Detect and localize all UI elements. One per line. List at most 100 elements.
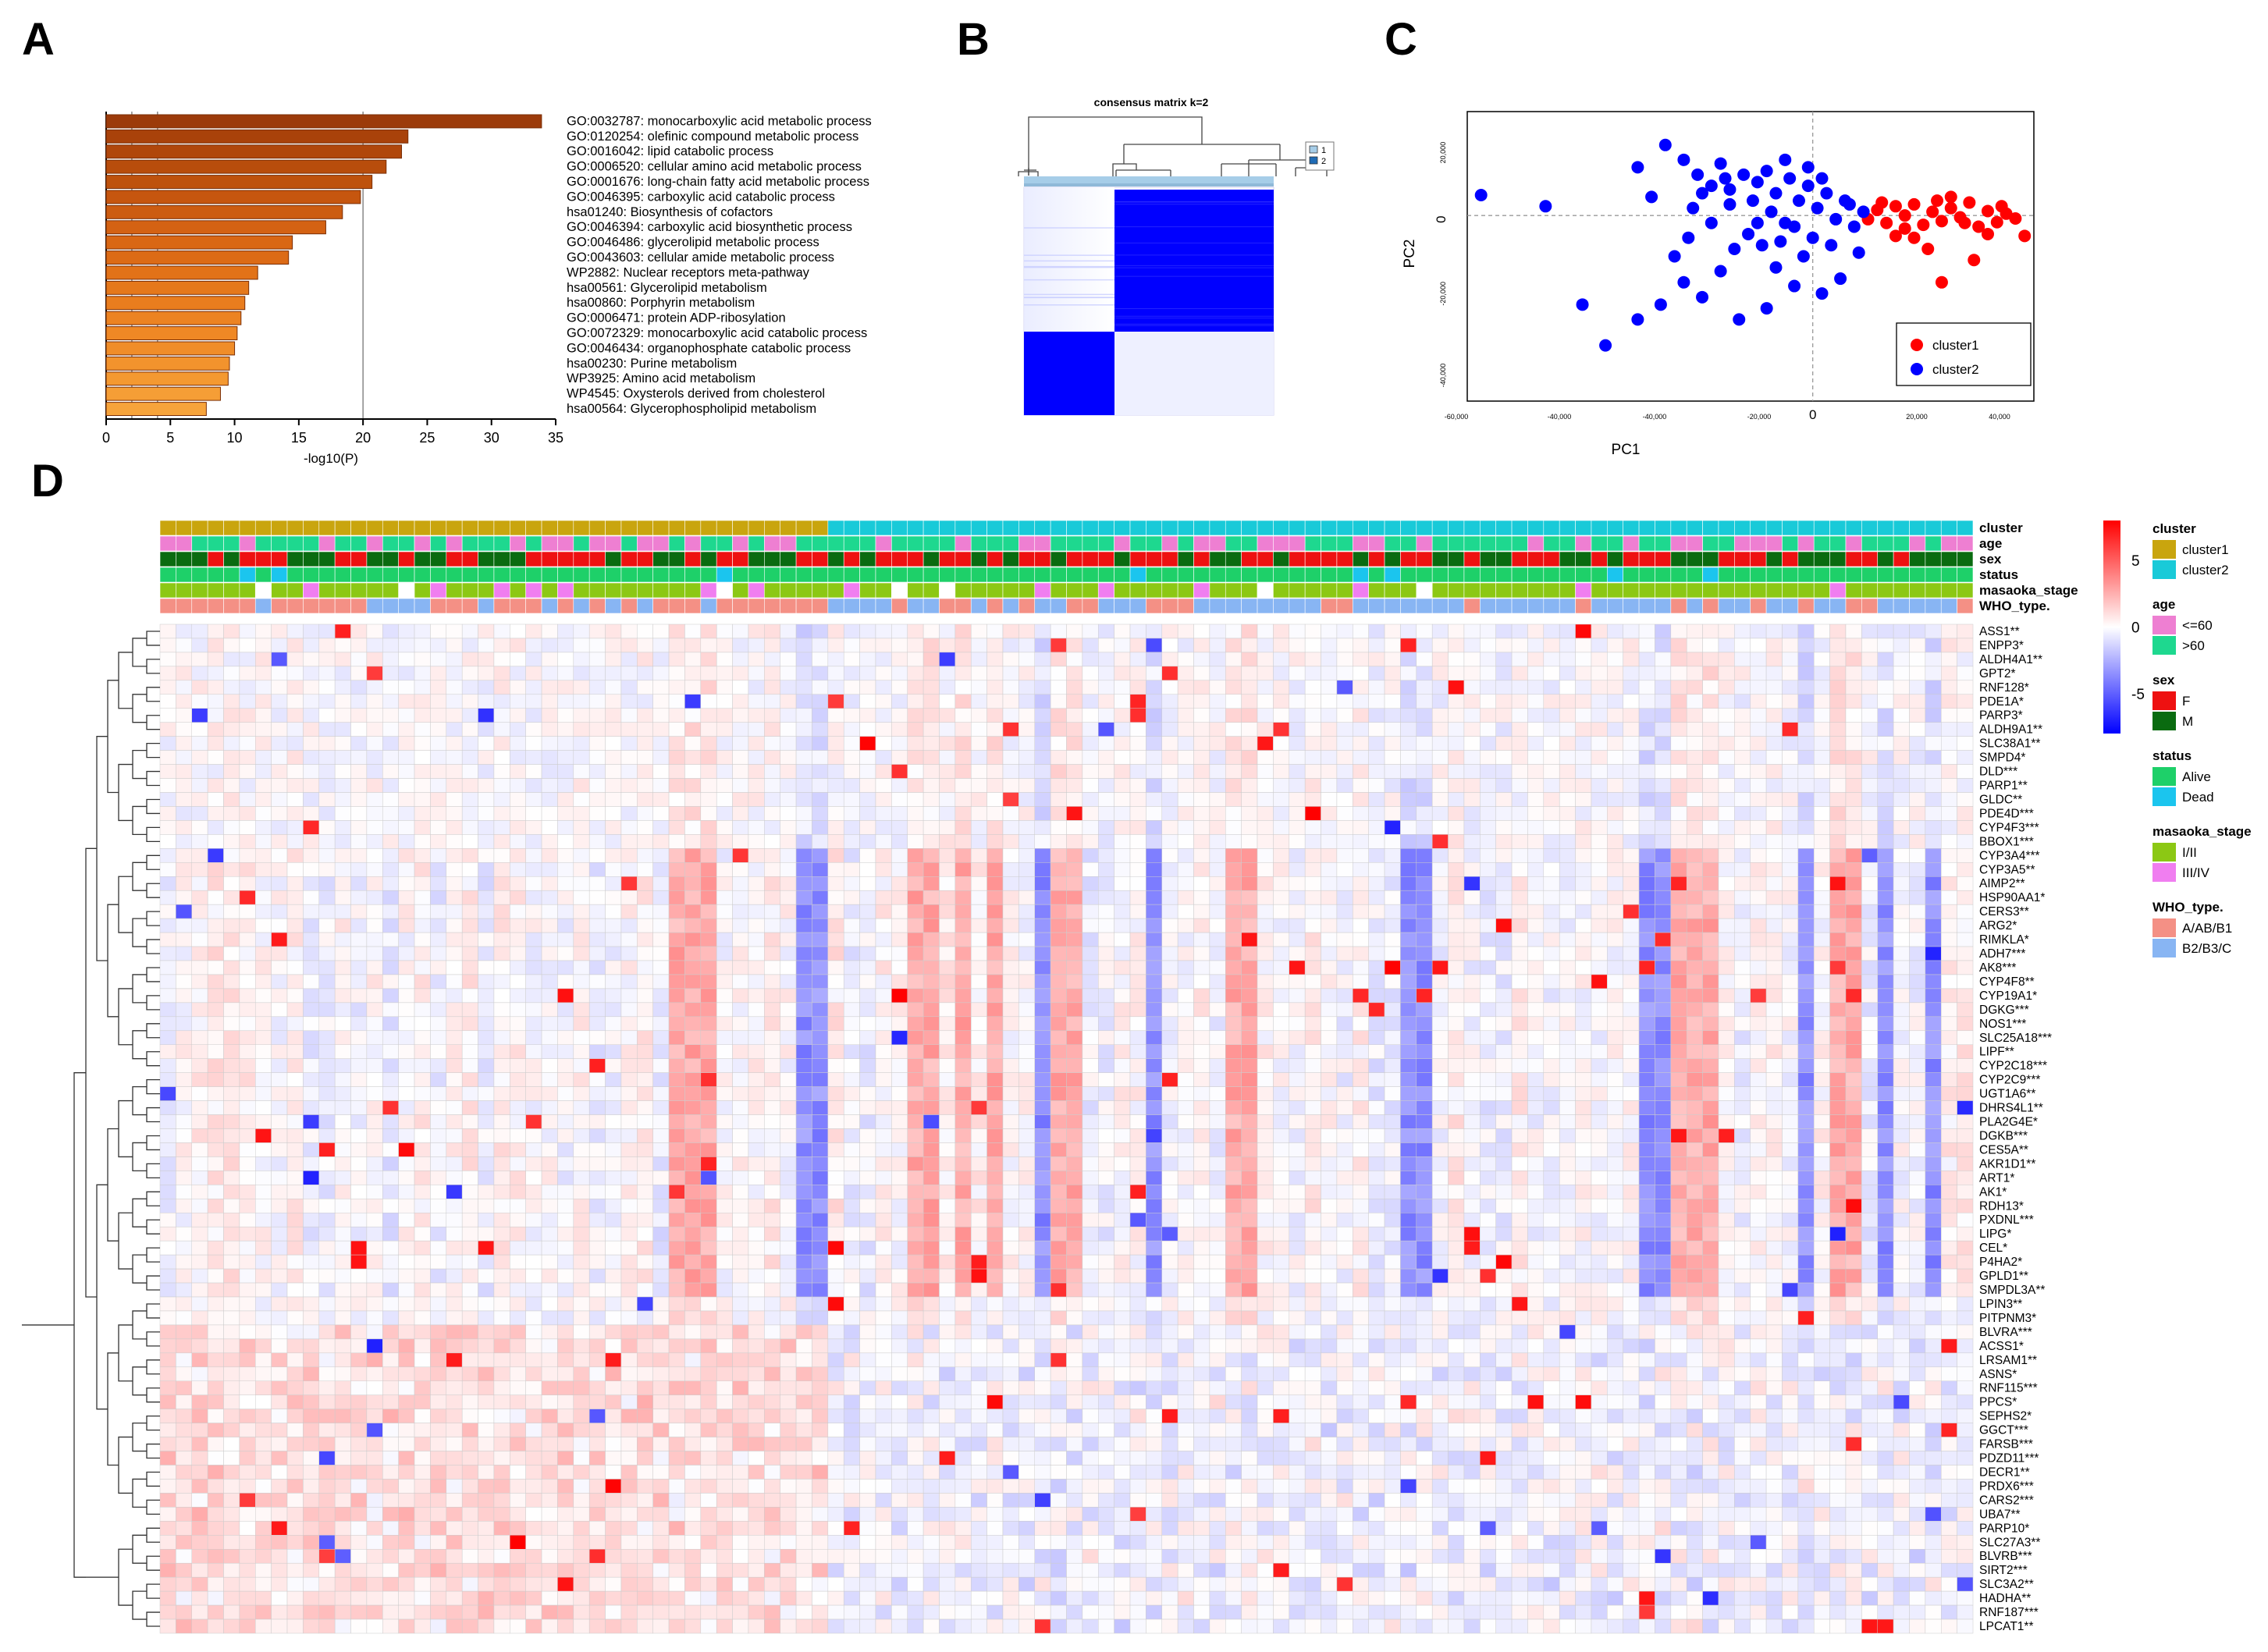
pca-point-cluster1-28: [1958, 216, 1971, 229]
heatmap-cell: [732, 792, 749, 807]
heatmap-cell: [1940, 974, 1957, 989]
heatmap-cell: [1702, 722, 1719, 737]
heatmap-cell: [1925, 946, 1942, 961]
heatmap-cell: [1480, 1002, 1496, 1018]
heatmap-cell: [1861, 623, 1878, 639]
heatmap-cell: [1893, 960, 1910, 975]
heatmap-cell: [286, 862, 304, 877]
heatmap-cell: [970, 778, 987, 793]
heatmap-cell: [986, 988, 1004, 1004]
heatmap-cell: [1002, 1086, 1019, 1101]
heatmap-cell: [1273, 806, 1290, 821]
heatmap-cell: [1353, 736, 1369, 751]
heatmap-cell: [541, 1100, 558, 1115]
heatmap-cell: [1511, 974, 1528, 989]
heatmap-cell: [1957, 623, 1974, 639]
heatmap-cell: [1273, 960, 1290, 975]
heatmap-cell: [907, 778, 924, 793]
heatmap-cell: [1750, 750, 1767, 765]
heatmap-cell: [1336, 638, 1353, 653]
heatmap-cell: [1480, 806, 1496, 821]
heatmap-cell: [780, 848, 797, 863]
heatmap-cell: [1066, 1044, 1083, 1059]
heatmap-cell: [668, 1044, 685, 1059]
heatmap-cell: [907, 918, 924, 933]
heatmap-cell: [1909, 876, 1926, 891]
heatmap-cell: [334, 1100, 351, 1115]
heatmap-cell: [1940, 1072, 1957, 1087]
heatmap-cell: [1098, 652, 1114, 667]
annotation-cell: [907, 598, 924, 614]
heatmap-cell: [1559, 1058, 1576, 1073]
heatmap-cell: [1495, 750, 1513, 765]
heatmap-cells: [159, 623, 1974, 1634]
heatmap-cell: [1686, 904, 1703, 919]
heatmap-cell: [1431, 932, 1449, 947]
heatmap-cell: [1527, 1016, 1545, 1032]
heatmap-cell: [1336, 764, 1353, 779]
heatmap-cell: [1623, 722, 1640, 737]
annotation-cell: [271, 582, 288, 599]
heatmap-cell: [446, 764, 463, 779]
heatmap-cell: [652, 736, 670, 751]
heatmap-cell: [461, 736, 478, 751]
heatmap-cell: [1114, 1100, 1131, 1115]
heatmap-row: [159, 904, 1974, 919]
heatmap-cell: [875, 652, 892, 667]
heatmap-cell: [1018, 1100, 1035, 1115]
heatmap-cell: [1670, 722, 1687, 737]
pca-y-tick-label-2: -20,000: [1439, 282, 1447, 306]
annotation-cell: [986, 598, 1004, 614]
heatmap-cell: [1050, 736, 1067, 751]
pca-point-cluster1-25: [1981, 227, 1994, 240]
heatmap-cell: [207, 764, 224, 779]
heatmap-cell: [652, 1114, 670, 1129]
heatmap-cell: [334, 1072, 351, 1087]
heatmap-cell: [859, 862, 876, 877]
heatmap-cell: [1543, 890, 1560, 905]
heatmap-cell: [271, 680, 288, 695]
heatmap-cell: [1431, 1016, 1449, 1032]
heatmap-cell: [1146, 988, 1163, 1004]
annotation-cell: [1368, 567, 1385, 583]
heatmap-cell: [652, 834, 670, 849]
heatmap-cell: [970, 918, 987, 933]
annotation-cell: [652, 567, 670, 583]
heatmap-cell: [1321, 918, 1338, 933]
heatmap-cell: [1209, 1058, 1226, 1073]
heatmap-cell: [1082, 708, 1099, 723]
annotation-cell: [859, 567, 876, 583]
annotation-cell: [1543, 520, 1560, 536]
heatmap-cell: [795, 974, 812, 989]
heatmap-cell: [318, 974, 336, 989]
heatmap-cell: [637, 1016, 653, 1032]
heatmap-cell: [668, 652, 685, 667]
annotation-cell: [1336, 535, 1353, 552]
heatmap-cell: [939, 652, 956, 667]
heatmap-cell: [493, 918, 510, 933]
heatmap-cell: [318, 834, 336, 849]
heatmap-cell: [1368, 623, 1385, 639]
heatmap-cell: [780, 960, 797, 975]
heatmap-cell: [1655, 792, 1672, 807]
heatmap-cell: [223, 623, 240, 639]
heatmap-cell: [541, 862, 558, 877]
heatmap-cell: [1925, 974, 1942, 989]
heatmap-cell: [271, 1044, 288, 1059]
heatmap-cell: [1765, 876, 1783, 891]
heatmap-cell: [191, 1058, 208, 1073]
heatmap-cell: [1002, 876, 1019, 891]
heatmap-cell: [1400, 694, 1417, 709]
heatmap-cell: [1718, 666, 1735, 681]
heatmap-cell: [812, 932, 829, 947]
heatmap-cell: [1702, 623, 1719, 639]
heatmap-cell: [1177, 890, 1194, 905]
heatmap-cell: [1098, 1002, 1114, 1018]
heatmap-cell: [286, 932, 304, 947]
heatmap-cell: [510, 764, 526, 779]
heatmap-cell: [1384, 946, 1401, 961]
heatmap-cell: [764, 623, 780, 639]
annotation-cell: [1321, 551, 1338, 567]
heatmap-cell: [1146, 1100, 1163, 1115]
heatmap-cell: [446, 946, 463, 961]
